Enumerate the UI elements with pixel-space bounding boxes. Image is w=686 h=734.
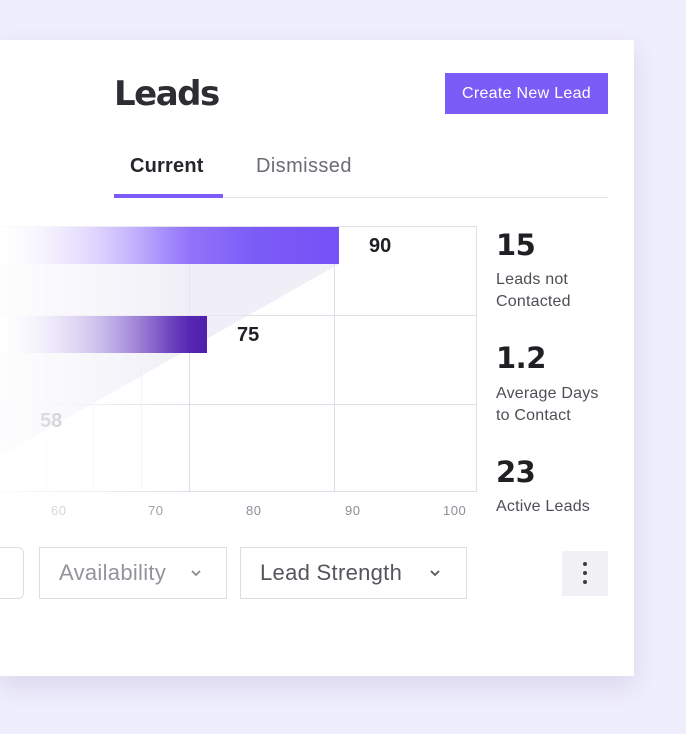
chart-grid-frame (0, 226, 477, 492)
chart-gridline-h2 (0, 404, 477, 405)
chart-projection-fan (0, 264, 339, 456)
stat-label-avg-days: Average Days to Contact (496, 385, 599, 424)
stat-label-not-contacted: Leads not Contacted (496, 271, 571, 310)
chevron-down-icon (430, 570, 440, 577)
x-tick-label: 80 (246, 503, 262, 518)
availability-dropdown[interactable]: Availability (39, 547, 227, 599)
stat-value-active-leads: 23 (496, 455, 536, 489)
stat-value-avg-days: 1.2 (496, 341, 546, 375)
bar-value-label: 58 (40, 410, 63, 432)
lead-strength-label: Lead Strength (260, 560, 403, 585)
chart-bar-2 (0, 316, 207, 353)
stat-value-not-contacted: 15 (496, 228, 536, 262)
filter-dropdown-partial[interactable] (0, 547, 24, 599)
lead-strength-dropdown[interactable]: Lead Strength (240, 547, 467, 599)
tab-current[interactable]: Current (130, 155, 204, 177)
tab-dismissed[interactable]: Dismissed (256, 155, 352, 177)
x-tick-label: 60 (51, 503, 67, 518)
page-title: Leads (114, 74, 220, 114)
tabs-divider (114, 197, 608, 198)
chart-bar-3 (0, 405, 12, 442)
stat-label-active-leads: Active Leads (496, 498, 591, 515)
chart-gridline-v-major (334, 226, 335, 492)
active-tab-indicator (114, 194, 223, 198)
chart-bar-1 (0, 227, 339, 264)
availability-label: Availability (59, 560, 167, 585)
x-tick-label: 90 (345, 503, 361, 518)
bar-value-label: 90 (369, 235, 392, 257)
bar-value-label: 75 (237, 324, 260, 346)
create-new-lead-button[interactable]: Create New Lead (445, 73, 608, 114)
chevron-down-icon (191, 570, 201, 577)
more-options-button[interactable] (562, 551, 608, 596)
x-tick-label: 100 (443, 503, 467, 518)
x-tick-label: 70 (148, 503, 164, 518)
